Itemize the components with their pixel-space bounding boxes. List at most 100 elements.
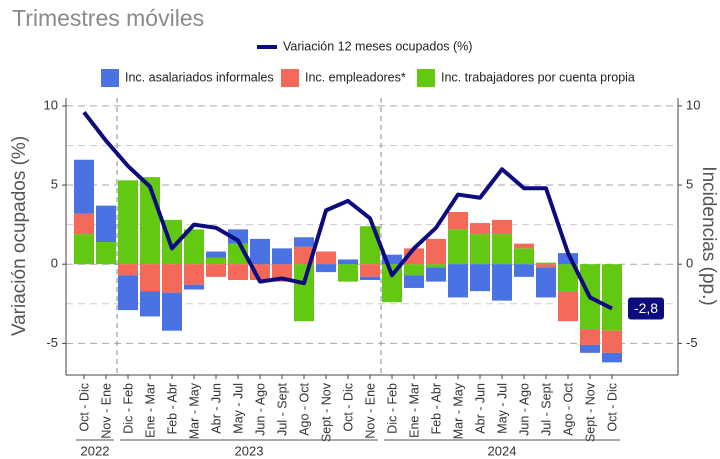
- legend-swatch: [101, 69, 119, 87]
- x-tick-label: Oct - Dic: [77, 383, 91, 432]
- bar-segment: [250, 238, 270, 265]
- bar-segment: [294, 237, 314, 247]
- x-tick-label: Jun - Ago: [517, 383, 531, 436]
- bar-segment: [536, 262, 556, 265]
- x-tick-label: Mar - May: [451, 382, 465, 439]
- bar-segment: [74, 159, 94, 214]
- x-tick-label: Jul - Sept: [275, 382, 289, 435]
- bar-segment: [580, 344, 600, 353]
- bar-segment: [426, 264, 446, 268]
- legend-label: Inc. trabajadores por cuenta propia: [441, 70, 635, 84]
- bar-segment: [470, 223, 490, 235]
- y2-tick-label: 10: [686, 97, 700, 112]
- bar-segment: [338, 259, 358, 265]
- legend-swatch: [417, 69, 435, 87]
- bar-segment: [492, 234, 512, 265]
- x-tick-label: Sept - Nov: [319, 382, 333, 442]
- bar-segment: [558, 291, 578, 322]
- y2-tick-label: 5: [686, 176, 693, 191]
- x-tick-label: Abr - Jun: [209, 383, 223, 434]
- x-tick-label: May - Jul: [231, 383, 245, 434]
- bar-segment: [404, 264, 424, 276]
- bar-segment: [162, 292, 182, 331]
- legend-label: Variación 12 meses ocupados (%): [283, 39, 472, 53]
- x-tick-label: Abr - Jun: [473, 383, 487, 434]
- bar-segment: [338, 264, 358, 282]
- bar-segment: [228, 264, 248, 281]
- bar-segment: [96, 242, 116, 265]
- y-tick-label: 5: [51, 176, 58, 191]
- bar-segment: [140, 264, 160, 292]
- year-label: 2023: [235, 443, 264, 458]
- chart-subtitle: Trimestres móviles: [12, 5, 204, 31]
- bar-segment: [74, 234, 94, 265]
- bar-segment: [514, 264, 534, 277]
- x-tick-label: Nov - Ene: [99, 383, 113, 439]
- bar-segment: [514, 248, 534, 265]
- bar-segment: [558, 253, 578, 265]
- bar-segment: [184, 284, 204, 290]
- y2-axis-label: Incidencias (pp.): [698, 166, 719, 305]
- bar-segment: [580, 329, 600, 345]
- bars: [74, 159, 622, 363]
- bar-segment: [206, 251, 226, 258]
- x-tick-label: Nov - Ene: [363, 383, 377, 439]
- year-label: 2024: [488, 443, 517, 458]
- x-tick-label: Ago - Oct: [297, 382, 311, 435]
- bar-segment: [492, 219, 512, 235]
- bar-segment: [96, 205, 116, 243]
- bar-segment: [316, 264, 336, 273]
- bar-segment: [448, 211, 468, 230]
- x-tick-label: Dic - Feb: [121, 383, 135, 434]
- value-label: -2,8: [634, 300, 658, 316]
- y-axis-label: Variación ocupados (%): [9, 136, 30, 336]
- x-tick-label: Ago - Oct: [561, 382, 575, 435]
- bar-segment: [404, 275, 424, 288]
- year-label: 2022: [81, 443, 110, 458]
- bar-segment: [360, 276, 380, 281]
- bar-segment: [536, 267, 556, 298]
- bar-segment: [316, 251, 336, 265]
- bar-segment: [470, 234, 490, 265]
- x-tick-label: Dic - Feb: [385, 383, 399, 434]
- y-tick-label: 10: [44, 97, 58, 112]
- x-tick-label: Feb - Abr: [429, 383, 443, 434]
- line-series: [82, 111, 613, 311]
- bar-segment: [74, 213, 94, 235]
- bar-segment: [140, 291, 160, 317]
- bar-segment: [426, 238, 446, 265]
- bar-segment: [492, 264, 512, 301]
- bar-segment: [360, 264, 380, 277]
- bar-segment: [206, 264, 226, 277]
- bar-segment: [426, 267, 446, 282]
- x-tick-label: Ene - Mar: [143, 383, 157, 438]
- x-tick-label: Jun - Ago: [253, 383, 267, 436]
- legend-label: Inc. asalariados informales: [125, 70, 274, 84]
- bar-segment: [536, 264, 556, 268]
- bar-segment: [448, 229, 468, 265]
- bar-segment: [558, 264, 578, 292]
- foreground: -2,8: [82, 111, 664, 320]
- y2-tick-label: 0: [686, 256, 693, 271]
- bar-segment: [382, 264, 402, 303]
- bar-segment: [602, 330, 622, 353]
- bar-segment: [118, 264, 138, 276]
- bar-segment: [514, 243, 534, 249]
- x-tick-label: Jul - Sept: [539, 382, 553, 435]
- bar-segment: [602, 264, 622, 331]
- x-tick-label: May - Jul: [495, 383, 509, 434]
- x-tick-label: Oct - Dic: [605, 383, 619, 432]
- bar-segment: [228, 229, 248, 244]
- bar-segment: [184, 264, 204, 285]
- bar-segment: [382, 254, 402, 265]
- bar-segment: [470, 264, 490, 292]
- bar-segment: [118, 275, 138, 311]
- x-tick-label: Ene - Mar: [407, 383, 421, 438]
- bar-segment: [602, 352, 622, 363]
- bar-segment: [162, 264, 182, 293]
- legend-swatch: [281, 69, 299, 87]
- x-tick-label: Oct - Dic: [341, 383, 355, 432]
- legend-label: Inc. empleadores*: [305, 70, 406, 84]
- y2-tick-label: -5: [686, 335, 698, 350]
- bar-segment: [272, 248, 292, 265]
